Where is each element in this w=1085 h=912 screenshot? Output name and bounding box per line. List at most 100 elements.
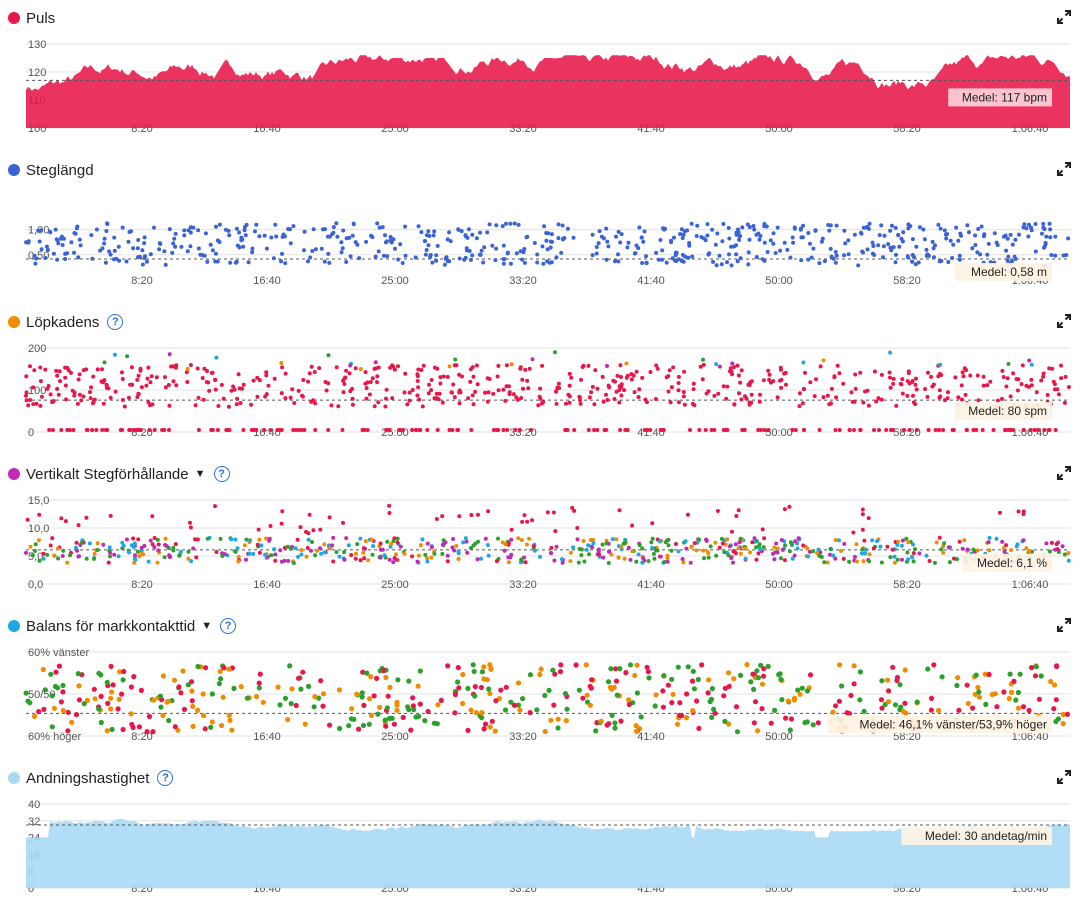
data-point xyxy=(801,223,806,228)
data-point xyxy=(104,383,109,388)
data-point xyxy=(326,353,331,358)
data-point xyxy=(696,725,702,731)
data-point xyxy=(587,395,592,400)
data-point xyxy=(560,237,565,242)
data-point xyxy=(487,724,493,730)
data-point xyxy=(286,558,291,563)
data-point xyxy=(705,690,711,696)
data-point xyxy=(362,546,366,551)
data-point xyxy=(69,240,74,245)
data-point xyxy=(754,668,760,674)
data-point xyxy=(522,513,527,518)
data-point xyxy=(931,662,937,668)
data-point xyxy=(713,540,718,545)
data-point xyxy=(135,246,140,251)
help-icon[interactable]: ? xyxy=(107,314,124,330)
data-point xyxy=(833,538,838,542)
data-point xyxy=(687,243,692,248)
help-icon[interactable]: ? xyxy=(213,466,230,482)
data-point xyxy=(102,360,107,365)
data-point xyxy=(849,390,854,395)
data-point xyxy=(626,240,631,245)
data-point xyxy=(486,553,491,558)
data-point xyxy=(668,400,673,405)
data-point xyxy=(167,403,172,408)
data-point xyxy=(185,682,191,688)
data-point xyxy=(726,721,732,727)
x-tick-label: 50:00 xyxy=(765,427,793,439)
data-point xyxy=(656,257,661,262)
data-point xyxy=(48,543,53,548)
data-point xyxy=(665,559,670,564)
data-point xyxy=(726,683,732,689)
data-point xyxy=(410,695,416,701)
data-point xyxy=(162,249,167,254)
data-point xyxy=(894,252,898,257)
data-point xyxy=(58,699,64,705)
data-point xyxy=(302,721,308,727)
data-point xyxy=(323,380,328,384)
expand-icon[interactable] xyxy=(1057,314,1071,328)
expand-icon[interactable] xyxy=(1057,10,1071,24)
data-point xyxy=(268,524,273,528)
data-point xyxy=(416,553,421,558)
data-point xyxy=(652,703,658,709)
data-point xyxy=(227,717,233,723)
data-point xyxy=(831,553,836,558)
data-point xyxy=(273,558,278,563)
puls-area xyxy=(26,55,1070,129)
data-point xyxy=(586,363,591,368)
x-tick-label: 16:40 xyxy=(253,579,281,591)
data-point xyxy=(1050,366,1055,371)
data-point xyxy=(485,230,490,235)
data-point xyxy=(163,375,167,380)
expand-icon[interactable] xyxy=(1057,466,1071,480)
data-point xyxy=(173,231,178,236)
data-point xyxy=(423,552,428,557)
data-point xyxy=(107,545,112,550)
data-point xyxy=(50,536,55,541)
data-point xyxy=(612,725,618,731)
data-point xyxy=(374,366,378,371)
help-icon[interactable]: ? xyxy=(157,770,174,786)
mean-label: Medel: 46,1% vänster/53,9% höger xyxy=(860,717,1047,731)
y-tick-label: 0,50 xyxy=(28,250,49,262)
expand-icon[interactable] xyxy=(1057,618,1071,632)
x-tick-label: 1:06:40 xyxy=(1012,731,1049,743)
expand-icon[interactable] xyxy=(1057,162,1071,176)
data-point xyxy=(737,540,742,545)
data-point xyxy=(552,558,557,563)
data-point xyxy=(923,387,928,391)
help-icon[interactable]: ? xyxy=(220,618,237,634)
data-point xyxy=(683,539,688,544)
data-point xyxy=(811,246,816,251)
lopkadens-title: Löpkadens ? xyxy=(8,312,124,332)
data-point xyxy=(406,707,412,713)
data-point xyxy=(734,232,739,237)
data-point xyxy=(877,233,882,238)
data-point xyxy=(494,223,499,228)
data-point xyxy=(188,525,193,530)
data-point xyxy=(448,239,453,244)
data-point xyxy=(954,682,960,689)
data-point xyxy=(214,251,218,256)
data-point xyxy=(203,665,209,671)
data-point xyxy=(895,542,900,547)
data-point xyxy=(674,721,681,727)
data-point xyxy=(684,691,690,697)
data-point xyxy=(818,364,823,369)
expand-icon[interactable] xyxy=(1057,770,1071,784)
data-point xyxy=(460,374,464,379)
data-point xyxy=(692,403,697,408)
data-point xyxy=(910,379,915,383)
data-point xyxy=(609,712,615,718)
data-point xyxy=(348,363,353,368)
data-point xyxy=(642,428,647,432)
data-point xyxy=(219,382,224,387)
data-point xyxy=(1066,551,1071,555)
data-point xyxy=(569,375,574,380)
chevron-down-icon[interactable]: ▼ xyxy=(194,468,206,480)
data-point xyxy=(890,223,894,228)
data-point xyxy=(327,515,332,520)
chevron-down-icon[interactable]: ▼ xyxy=(201,620,213,632)
